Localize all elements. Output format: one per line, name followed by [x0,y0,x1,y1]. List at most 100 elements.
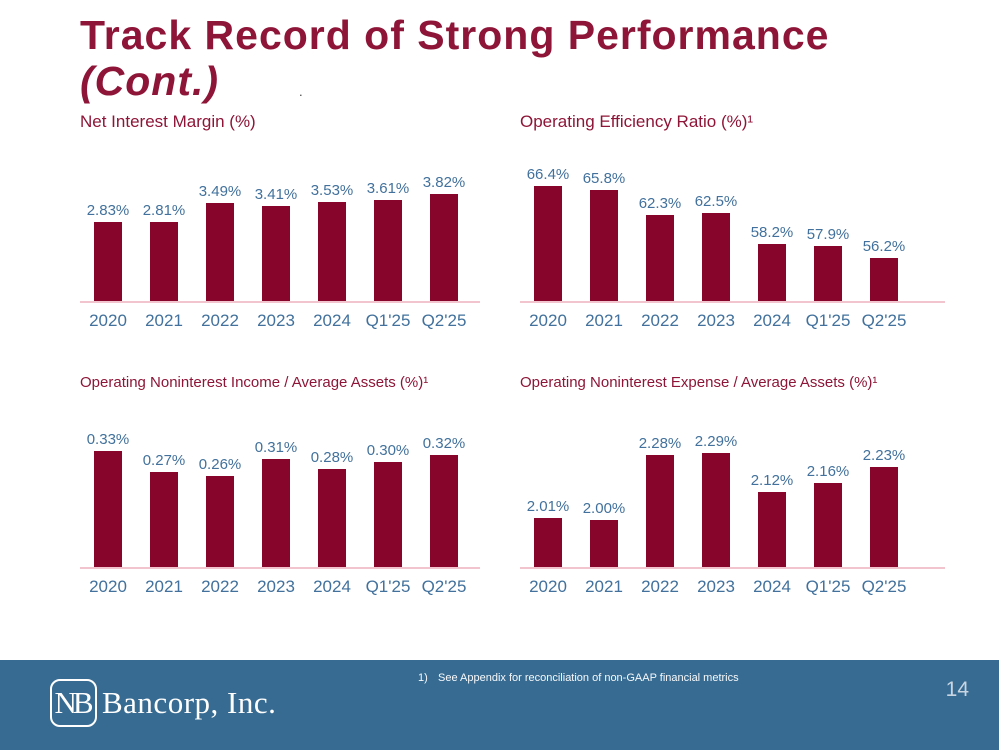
x-axis-label: Q2'25 [421,311,467,330]
bar [318,469,346,567]
bar-group: 2.01% 2.00% 2.28% 2.29% 2.12% 2.16% 2.23% [520,402,945,567]
bar-value-label: 65.8% [582,170,626,187]
bar-value-label: 0.28% [310,449,354,466]
bar [94,222,122,301]
x-axis-labels: 2020 2021 2022 2023 2024 Q1'25 Q2'25 [80,577,480,597]
bar-value-label: 56.2% [862,238,906,255]
x-axis-line [80,567,480,569]
bar-slot: 58.2% [744,224,800,301]
x-axis-label: Q1'25 [805,311,851,330]
chart-operating-noninterest-expense: Operating Noninterest Expense / Average … [520,374,945,597]
bar [206,476,234,567]
x-axis-label: 2024 [313,311,351,330]
bar-slot: 2.16% [800,463,856,567]
bar [430,455,458,567]
bar-value-label: 2.16% [806,463,850,480]
x-axis-label: 2023 [697,311,735,330]
bar [590,190,618,301]
bar-group: 66.4% 65.8% 62.3% 62.5% 58.2% 57.9% 56.2% [520,136,945,301]
title-block: Track Record of Strong Performance (Cont… [80,12,829,104]
bar-value-label: 0.33% [86,431,130,448]
bar-slot: 2.81% [136,202,192,301]
x-axis-label: 2023 [257,577,295,596]
bar [870,258,898,301]
bar-slot: 0.26% [192,456,248,567]
x-axis-label: 2022 [201,311,239,330]
x-axis-label: Q1'25 [805,577,851,596]
bar [646,455,674,567]
x-axis-label: Q1'25 [365,311,411,330]
bar-slot: 56.2% [856,238,912,301]
bar-value-label: 2.01% [526,498,570,515]
bar-value-label: 2.00% [582,500,626,517]
bar [150,222,178,301]
bar [702,213,730,301]
bar-value-label: 0.27% [142,452,186,469]
x-axis-label: 2022 [641,311,679,330]
bar-slot: 57.9% [800,226,856,301]
bar [758,244,786,301]
bar [430,194,458,301]
bar-value-label: 2.83% [86,202,130,219]
bar [94,451,122,567]
x-axis-labels: 2020 2021 2022 2023 2024 Q1'25 Q2'25 [520,311,945,331]
bar-slot: 3.82% [416,174,472,301]
bar-value-label: 0.26% [198,456,242,473]
bar-value-label: 2.23% [862,447,906,464]
bar-slot: 3.41% [248,186,304,301]
x-axis-label: Q2'25 [421,577,467,596]
bar-slot: 2.83% [80,202,136,301]
bar-value-label: 3.82% [422,174,466,191]
bar-slot: 0.31% [248,439,304,567]
x-axis-label: Q1'25 [365,577,411,596]
x-axis-labels: 2020 2021 2022 2023 2024 Q1'25 Q2'25 [80,311,480,331]
bar-group: 2.83% 2.81% 3.49% 3.41% 3.53% 3.61% 3.82% [80,136,480,301]
bar-slot: 2.00% [576,500,632,567]
x-axis-label: 2021 [145,311,183,330]
x-axis-label: 2020 [529,311,567,330]
x-axis-label: 2024 [753,311,791,330]
footnote-marker: 1) [418,672,428,684]
bar-value-label: 2.81% [142,202,186,219]
bar-slot: 0.32% [416,435,472,567]
x-axis-labels: 2020 2021 2022 2023 2024 Q1'25 Q2'25 [520,577,945,597]
logo-company-name: Bancorp, Inc. [102,685,277,720]
bar [814,483,842,567]
bar-value-label: 66.4% [526,166,570,183]
footer: NB Bancorp, Inc. 1) See Appendix for rec… [0,660,999,750]
bar [374,200,402,301]
bar-slot: 0.30% [360,442,416,567]
chart-title: Operating Noninterest Expense / Average … [520,374,878,391]
page-number: 14 [945,678,969,701]
footnote-text: See Appendix for reconciliation of non-G… [438,672,739,684]
x-axis-label: 2020 [89,311,127,330]
company-logo: NB Bancorp, Inc. [50,679,276,727]
bar-slot: 2.12% [744,472,800,567]
chart-title: Net Interest Margin (%) [80,112,256,131]
bar [374,462,402,567]
footnote: 1) See Appendix for reconciliation of no… [418,672,739,684]
x-axis-label: 2024 [753,577,791,596]
bar [318,202,346,301]
x-axis-label: 2020 [89,577,127,596]
bar-slot: 62.3% [632,195,688,301]
x-axis-line [80,301,480,303]
chart-title: Operating Noninterest Income / Average A… [80,374,429,391]
bar-slot: 65.8% [576,170,632,301]
bar-value-label: 0.32% [422,435,466,452]
page-title-line2: (Cont.) [80,58,220,104]
x-axis-line [520,567,945,569]
bar-value-label: 3.41% [254,186,298,203]
bar-value-label: 3.49% [198,183,242,200]
bar-slot: 3.53% [304,182,360,301]
bar-slot: 0.33% [80,431,136,567]
bar [702,453,730,567]
bar [206,203,234,301]
bar-slot: 62.5% [688,193,744,301]
x-axis-label: 2022 [201,577,239,596]
bar [814,246,842,301]
x-axis-label: 2023 [257,311,295,330]
bar [870,467,898,567]
bar-group: 0.33% 0.27% 0.26% 0.31% 0.28% 0.30% 0.32% [80,402,480,567]
bar [262,206,290,301]
